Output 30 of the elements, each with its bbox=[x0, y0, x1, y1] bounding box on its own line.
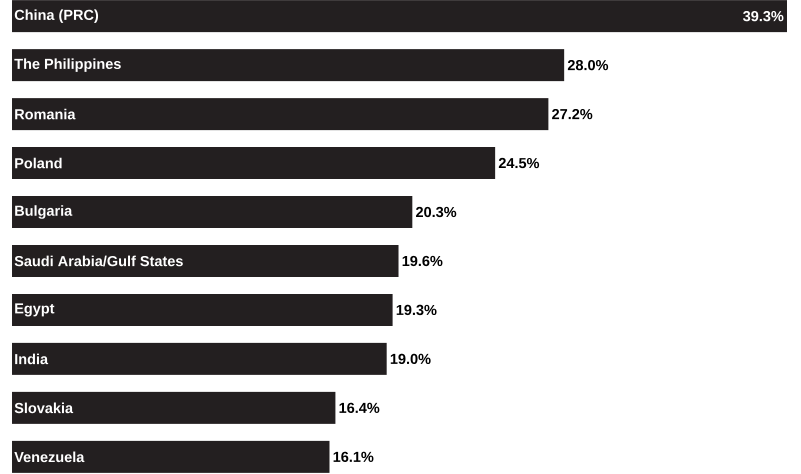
data-label: 39.3% bbox=[743, 11, 784, 22]
y-tick-label: China (PRC) bbox=[14, 9, 98, 23]
bar bbox=[12, 244, 399, 277]
y-tick-label: Poland bbox=[15, 158, 62, 168]
bar bbox=[12, 0, 787, 32]
bar bbox=[12, 98, 548, 130]
data-label: 16.4% bbox=[340, 402, 380, 414]
y-tick-label: Bulgaria bbox=[15, 205, 72, 219]
y-tick-label: India bbox=[15, 354, 48, 364]
y-tick-label: Venezuela bbox=[14, 452, 84, 462]
data-label: 19.6% bbox=[402, 256, 442, 266]
data-label: 19.3% bbox=[396, 304, 437, 316]
y-tick-label: The Philippines bbox=[14, 58, 121, 72]
y-tick-label: Egypt bbox=[15, 303, 54, 316]
y-tick-label: Saudi Arabia/Gulf States bbox=[14, 256, 183, 266]
bar bbox=[12, 196, 412, 228]
bar bbox=[12, 342, 387, 375]
data-label: 24.5% bbox=[498, 158, 540, 168]
bar bbox=[12, 294, 393, 326]
data-label: 16.1% bbox=[334, 452, 374, 462]
bar bbox=[12, 440, 330, 473]
bar bbox=[12, 49, 564, 82]
data-label: 20.3% bbox=[416, 206, 456, 218]
data-label: 28.0% bbox=[568, 60, 608, 70]
y-tick-label: Romania bbox=[15, 108, 76, 120]
y-tick-label: Slovakia bbox=[14, 402, 74, 414]
data-label: 27.2% bbox=[552, 108, 592, 120]
data-label: 19.0% bbox=[390, 354, 431, 364]
bar bbox=[12, 147, 496, 180]
bar bbox=[12, 392, 336, 424]
